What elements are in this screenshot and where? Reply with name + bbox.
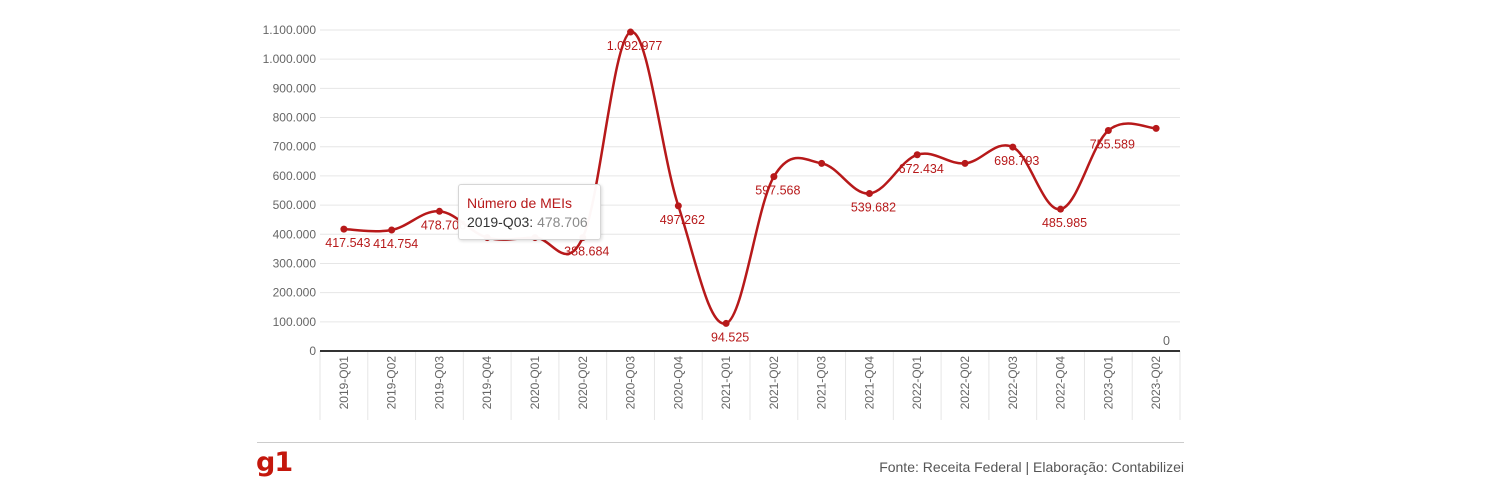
data-points bbox=[340, 28, 1160, 327]
x-tick-label: 2021-Q04 bbox=[862, 356, 876, 410]
data-label: 597.568 bbox=[755, 184, 800, 198]
data-point[interactable] bbox=[865, 190, 873, 198]
x-tick-label: 2022-Q03 bbox=[1006, 356, 1020, 410]
x-tick-label: 2020-Q01 bbox=[528, 356, 542, 410]
data-labels: 417.543 414.754478.706388.6841.092.977497… bbox=[325, 39, 1170, 348]
y-axis-ticks: 0 100.000 200.000 300.000 400.000 500.000 600.… bbox=[263, 23, 317, 358]
x-tick-label: 2022-Q02 bbox=[958, 356, 972, 410]
data-point[interactable] bbox=[627, 28, 635, 36]
x-tick-label: 2020-Q02 bbox=[576, 356, 590, 410]
y-tick-label: 700.000 bbox=[273, 140, 317, 154]
x-tick-label: 2021-Q02 bbox=[767, 356, 781, 410]
data-point[interactable] bbox=[818, 159, 826, 167]
data-point[interactable] bbox=[388, 226, 396, 234]
x-tick-label: 2021-Q03 bbox=[815, 356, 829, 410]
data-point[interactable] bbox=[340, 225, 348, 233]
data-label: 698.793 bbox=[994, 154, 1039, 168]
x-tick-label: 2019-Q01 bbox=[337, 356, 351, 410]
x-axis-ticks: 2019-Q01 2019-Q02 2019-Q03 2019-Q04 2020-Q01… bbox=[337, 356, 1163, 410]
series-line bbox=[343, 30, 1157, 325]
data-label: 497.262 bbox=[660, 213, 705, 227]
y-tick-label: 600.000 bbox=[273, 169, 317, 183]
data-label: 485.985 bbox=[1042, 216, 1087, 230]
data-label: 478.706 bbox=[421, 218, 466, 232]
data-point[interactable] bbox=[913, 151, 921, 159]
y-tick-label: 1.100.000 bbox=[263, 23, 317, 37]
data-label: 755.589 bbox=[1090, 138, 1135, 152]
y-tick-label: 300.000 bbox=[273, 256, 317, 270]
data-label: 94.525 bbox=[711, 330, 749, 344]
x-tick-label: 2020-Q03 bbox=[624, 356, 638, 410]
grid-lines bbox=[319, 29, 1181, 420]
y-tick-label: 200.000 bbox=[273, 286, 317, 300]
x-tick-label: 2020-Q04 bbox=[671, 356, 685, 410]
data-label: 388.684 bbox=[564, 245, 609, 259]
data-point[interactable] bbox=[961, 159, 969, 167]
y-tick-label: 400.000 bbox=[273, 227, 317, 241]
data-point[interactable] bbox=[674, 202, 682, 210]
x-tick-label: 2023-Q02 bbox=[1149, 356, 1163, 410]
data-point[interactable] bbox=[770, 173, 778, 181]
data-point[interactable] bbox=[1009, 143, 1017, 151]
x-tick-label: 2023-Q01 bbox=[1101, 356, 1115, 410]
data-label: 1.092.977 bbox=[607, 39, 663, 53]
tooltip-title: Número de MEIs bbox=[467, 195, 573, 211]
source-note: Fonte: Receita Federal | Elaboração: Con… bbox=[879, 459, 1184, 475]
y-tick-label: 1.000.000 bbox=[263, 52, 317, 66]
x-tick-label: 2022-Q04 bbox=[1054, 356, 1068, 410]
y-tick-label: 500.000 bbox=[273, 198, 317, 212]
data-point[interactable] bbox=[1104, 127, 1112, 135]
x-tick-label: 2019-Q02 bbox=[385, 356, 399, 410]
data-point[interactable] bbox=[722, 319, 730, 327]
y-tick-label: 800.000 bbox=[273, 111, 317, 125]
data-point[interactable] bbox=[1057, 205, 1065, 213]
data-point[interactable] bbox=[1152, 124, 1160, 132]
tooltip-category: 2019-Q03: bbox=[467, 214, 534, 230]
data-label: 539.682 bbox=[851, 201, 896, 215]
y-tick-label: 100.000 bbox=[273, 315, 317, 329]
end-value-label: 0 bbox=[1163, 334, 1170, 348]
tooltip-value: 478.706 bbox=[537, 214, 588, 230]
tooltip-row: 2019-Q03: 478.706 bbox=[467, 212, 600, 232]
data-label: 417.543 bbox=[325, 236, 370, 250]
chart-tooltip: Número de MEIs 2019-Q03: 478.706 bbox=[458, 184, 601, 240]
data-label: 672.434 bbox=[899, 162, 944, 176]
y-tick-label: 0 bbox=[309, 344, 316, 358]
x-tick-label: 2019-Q03 bbox=[432, 356, 446, 410]
x-tick-label: 2022-Q01 bbox=[910, 356, 924, 410]
y-tick-label: 900.000 bbox=[273, 81, 317, 95]
data-label: 414.754 bbox=[373, 237, 418, 251]
x-tick-label: 2019-Q04 bbox=[480, 356, 494, 410]
x-tick-label: 2021-Q01 bbox=[719, 356, 733, 410]
data-point[interactable] bbox=[435, 207, 443, 215]
series-line-path bbox=[343, 30, 1157, 325]
footer-divider bbox=[257, 442, 1184, 443]
g1-logo[interactable]: g1 bbox=[256, 447, 293, 478]
